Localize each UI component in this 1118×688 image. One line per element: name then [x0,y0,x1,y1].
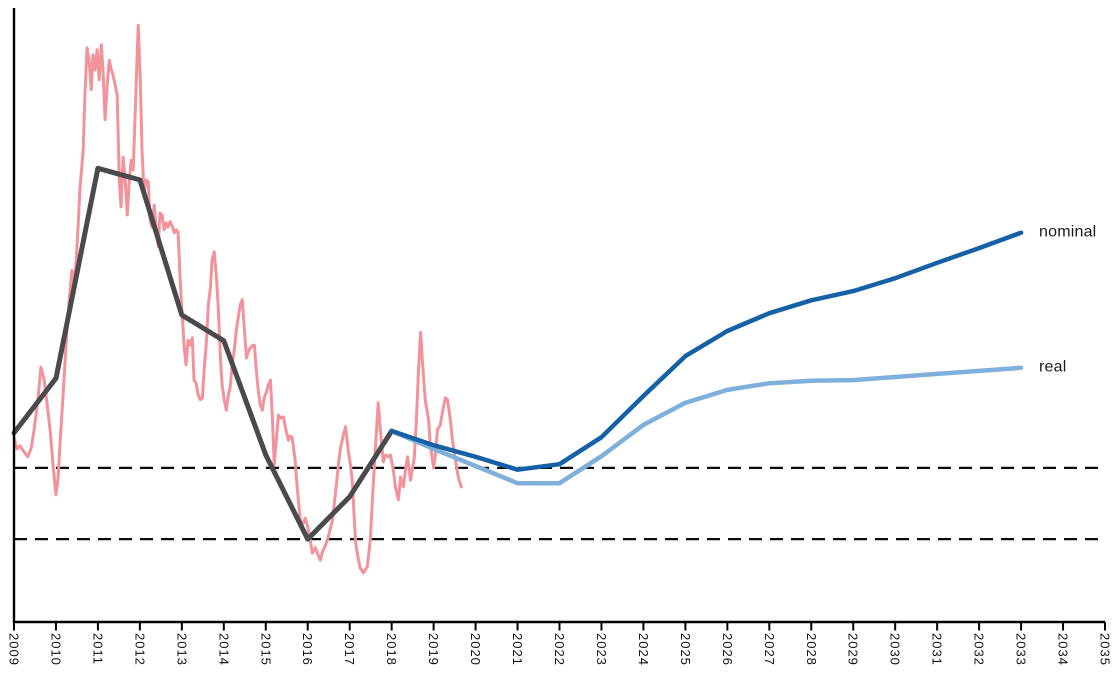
x-tick-label-2035: 2035 [1098,633,1113,666]
x-tick-label-2015: 2015 [258,633,273,666]
x-tick-label-2009: 2009 [7,633,22,666]
x-tick-label-2012: 2012 [132,633,147,666]
x-tick-label-2026: 2026 [720,633,735,666]
x-tick-label-2023: 2023 [594,633,609,666]
series-line-annual-average-history [11,165,395,542]
series-line-monthly-history [12,23,463,575]
x-tick-label-2025: 2025 [678,633,693,666]
x-tick-label-2031: 2031 [930,633,945,666]
x-tick-label-2021: 2021 [510,633,525,666]
x-tick-label-2010: 2010 [48,633,63,666]
x-tick-label-2030: 2030 [888,633,903,666]
x-tick-label-2033: 2033 [1014,633,1029,666]
x-tick-label-2022: 2022 [552,633,567,666]
x-tick-label-2014: 2014 [216,633,231,666]
x-tick-label-2027: 2027 [762,633,777,666]
x-tick-label-2032: 2032 [972,633,987,666]
x-tick-label-2029: 2029 [846,633,861,666]
series-label-real: real [1039,358,1067,376]
x-tick-label-2020: 2020 [468,633,483,666]
x-tick-label-2017: 2017 [342,633,357,666]
series-label-nominal: nominal [1039,223,1097,241]
x-tick-label-2034: 2034 [1056,633,1071,666]
series-line-real [389,365,1024,486]
x-tick-label-2019: 2019 [426,633,441,666]
x-tick-label-2018: 2018 [384,633,399,666]
x-tick-label-2024: 2024 [636,633,651,666]
x-tick-label-2016: 2016 [300,633,315,666]
x-tick-label-2028: 2028 [804,633,819,666]
x-tick-label-2013: 2013 [174,633,189,666]
x-tick-label-2011: 2011 [90,633,105,665]
series-line-nominal [389,230,1024,472]
